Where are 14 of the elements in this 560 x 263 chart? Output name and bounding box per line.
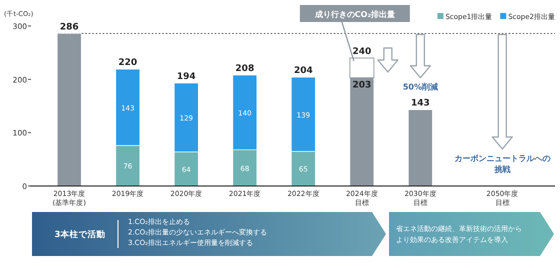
total-label: 194 bbox=[176, 72, 196, 82]
total-label: 220 bbox=[118, 58, 138, 68]
data-label: 203 bbox=[352, 80, 372, 91]
annotation: カーボンニュートラルへの挑戦 bbox=[454, 154, 550, 174]
total-label: 143 bbox=[411, 98, 430, 109]
text: 3本柱で活動 bbox=[54, 229, 106, 240]
total-label: 286 bbox=[60, 22, 79, 32]
total-label: 240 bbox=[352, 47, 372, 57]
total-label: 204 bbox=[294, 66, 313, 76]
total-label: 208 bbox=[235, 64, 254, 74]
annotation: 50%削減 bbox=[402, 82, 438, 92]
bar bbox=[56, 33, 82, 186]
bar bbox=[408, 109, 433, 186]
annotation: 成り行きのCO₂排出量 bbox=[314, 10, 395, 19]
